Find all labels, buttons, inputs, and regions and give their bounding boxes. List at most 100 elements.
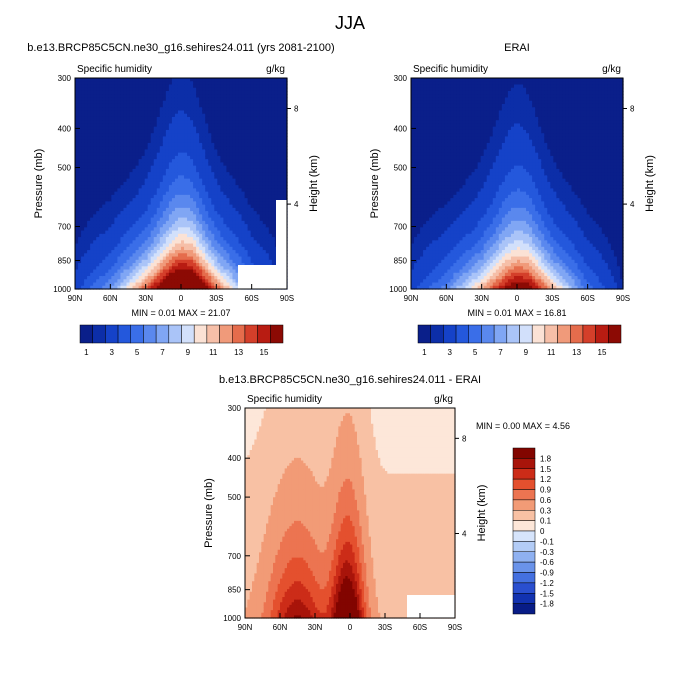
colorbar-box (544, 324, 558, 344)
colorbar-box (481, 324, 495, 344)
colorbar-box (512, 603, 536, 615)
x-tick-label: 30S (378, 623, 392, 632)
colorbar-box (512, 541, 536, 552)
colorbar-box (506, 324, 520, 344)
y-tick-label: 300 (394, 74, 408, 83)
colorbar-box (582, 324, 596, 344)
colorbar-box (468, 324, 482, 344)
left-string: Specific humidity (247, 394, 322, 405)
colorbar-label: -0.1 (540, 537, 554, 546)
colorbar: 1.81.51.20.90.60.30.10-0.1-0.3-0.6-0.9-1… (512, 447, 554, 615)
min-max-label: MIN = 0.00 MAX = 4.56 (476, 421, 570, 431)
y-right-axis-label: Height (km) (644, 155, 656, 212)
y-tick-label: 1000 (389, 285, 407, 294)
colorbar-box (512, 530, 536, 542)
colorbar-box (117, 324, 131, 344)
x-tick-label: 0 (179, 294, 184, 303)
colorbar-box (512, 520, 536, 532)
colorbar-label: 15 (598, 348, 607, 357)
x-tick-label: 30S (545, 294, 559, 303)
colorbar-label: -0.9 (540, 569, 554, 578)
colorbar-box (232, 324, 246, 344)
plot-field (245, 408, 456, 619)
colorbar-box (512, 510, 536, 521)
x-tick-label: 60N (439, 294, 454, 303)
colorbar-label: 0.1 (540, 517, 552, 526)
colorbar-box (595, 324, 609, 344)
plot-field (75, 78, 288, 290)
colorbar-label: -0.6 (540, 558, 554, 567)
colorbar-label: -0.3 (540, 548, 554, 557)
y-tick-label: 850 (228, 586, 242, 595)
colorbar-box (512, 489, 536, 501)
colorbar-label: 5 (135, 348, 140, 357)
colorbar-label: 0.9 (540, 486, 552, 495)
x-tick-label: 60N (103, 294, 118, 303)
x-tick-label: 30S (209, 294, 223, 303)
y-axis-label: Pressure (mb) (33, 149, 45, 219)
x-tick-label: 0 (515, 294, 520, 303)
y-axis-label: Pressure (mb) (203, 478, 215, 548)
colorbar-label: -1.8 (540, 600, 554, 609)
y-tick-label: 400 (228, 454, 242, 463)
units-label: g/kg (266, 64, 285, 75)
x-tick-label: 90N (404, 294, 419, 303)
colorbar-box (512, 478, 536, 490)
colorbar-box (531, 324, 546, 344)
min-max-label: MIN = 0.01 MAX = 16.81 (467, 308, 566, 318)
min-max-label: MIN = 0.01 MAX = 21.07 (131, 308, 230, 318)
y-tick-label: 500 (394, 164, 408, 173)
y-tick-label: 850 (58, 257, 72, 266)
missing-data-mask (238, 265, 287, 289)
left-string: Specific humidity (413, 64, 488, 75)
x-tick-label: 90S (448, 623, 462, 632)
panel-title: b.e13.BRCP85C5CN.ne30_g16.sehires24.011 … (219, 374, 481, 386)
colorbar-box (430, 324, 444, 344)
x-tick-label: 60S (413, 623, 427, 632)
colorbar-box (608, 324, 622, 344)
colorbar-box (79, 324, 93, 344)
x-tick-label: 30N (138, 294, 153, 303)
y-right-tick-label: 8 (294, 104, 299, 113)
y-tick-label: 500 (58, 164, 72, 173)
x-tick-label: 30N (474, 294, 489, 303)
colorbar-label: 11 (209, 348, 218, 357)
colorbar: 1 3 5 7 9 11 13 15 (417, 324, 622, 357)
units-label: g/kg (602, 64, 621, 75)
colorbar-box (512, 468, 536, 480)
colorbar-label: 11 (547, 348, 556, 357)
colorbar-box (155, 324, 170, 344)
y-right-tick-label: 4 (462, 529, 467, 538)
y-tick-label: 400 (394, 124, 408, 133)
colorbar-label: 1.2 (540, 475, 552, 484)
colorbar-box (512, 551, 536, 563)
colorbar-box (143, 324, 157, 344)
colorbar-box (130, 324, 144, 344)
plot-field (411, 78, 624, 290)
colorbar-box (193, 324, 208, 344)
x-tick-label: 90N (238, 623, 253, 632)
y-tick-label: 500 (228, 493, 242, 502)
y-tick-label: 700 (228, 552, 242, 561)
colorbar-label: -1.5 (540, 589, 554, 598)
y-tick-label: 1000 (223, 614, 241, 623)
x-tick-label: 90N (68, 294, 83, 303)
colorbar-label: -1.2 (540, 579, 554, 588)
y-right-axis-label: Height (km) (476, 485, 488, 542)
colorbar-label: 3 (447, 348, 452, 357)
y-right-tick-label: 8 (630, 104, 635, 113)
colorbar-box (92, 324, 106, 344)
panel-title: b.e13.BRCP85C5CN.ne30_g16.sehires24.011 … (27, 42, 334, 54)
missing-data-mask (276, 200, 287, 266)
y-right-axis-label: Height (km) (308, 155, 320, 212)
colorbar: 1 3 5 7 9 11 13 15 (79, 324, 284, 357)
x-tick-label: 90S (616, 294, 630, 303)
y-tick-label: 1000 (53, 285, 71, 294)
colorbar-label: 7 (498, 348, 503, 357)
x-tick-label: 30N (308, 623, 323, 632)
x-tick-label: 60S (581, 294, 595, 303)
figure-title: JJA (334, 13, 365, 33)
colorbar-label: 1 (84, 348, 89, 357)
colorbar-label: 9 (186, 348, 191, 357)
